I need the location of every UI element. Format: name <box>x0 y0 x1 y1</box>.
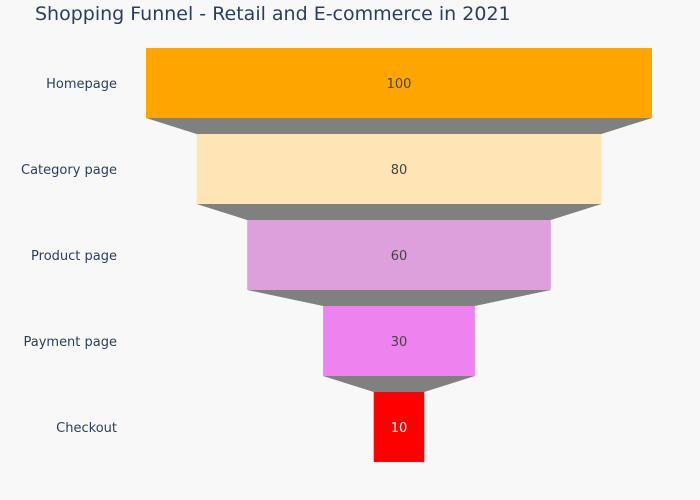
funnel-bar-category-page <box>196 134 602 204</box>
stage-labels: Homepage Category page Product page Payment… <box>21 77 117 436</box>
stage-label-payment-page: Payment page <box>23 335 117 350</box>
value-labels: 100 80 60 30 10 <box>387 77 412 436</box>
funnel-bar-product-page <box>247 220 551 290</box>
value-label-checkout: 10 <box>391 421 408 436</box>
funnel-connector-1 <box>146 118 652 134</box>
stage-label-homepage: Homepage <box>46 77 117 92</box>
chart-title: Shopping Funnel - Retail and E-commerce … <box>35 3 511 25</box>
funnel-bar-homepage <box>146 48 652 118</box>
stage-label-checkout: Checkout <box>56 421 117 436</box>
value-label-homepage: 100 <box>387 77 412 92</box>
funnel-connector-3 <box>247 290 551 306</box>
funnel-bar-checkout <box>373 392 425 462</box>
funnel-bars <box>146 48 652 462</box>
funnel-connectors <box>146 118 652 392</box>
funnel-connector-4 <box>323 376 475 392</box>
value-label-payment-page: 30 <box>391 335 408 350</box>
funnel-bar-payment-page <box>323 306 475 376</box>
stage-label-product-page: Product page <box>31 249 117 264</box>
value-label-product-page: 60 <box>391 249 408 264</box>
stage-label-category-page: Category page <box>21 163 117 178</box>
value-label-category-page: 80 <box>391 163 408 178</box>
funnel-connector-2 <box>196 204 602 220</box>
